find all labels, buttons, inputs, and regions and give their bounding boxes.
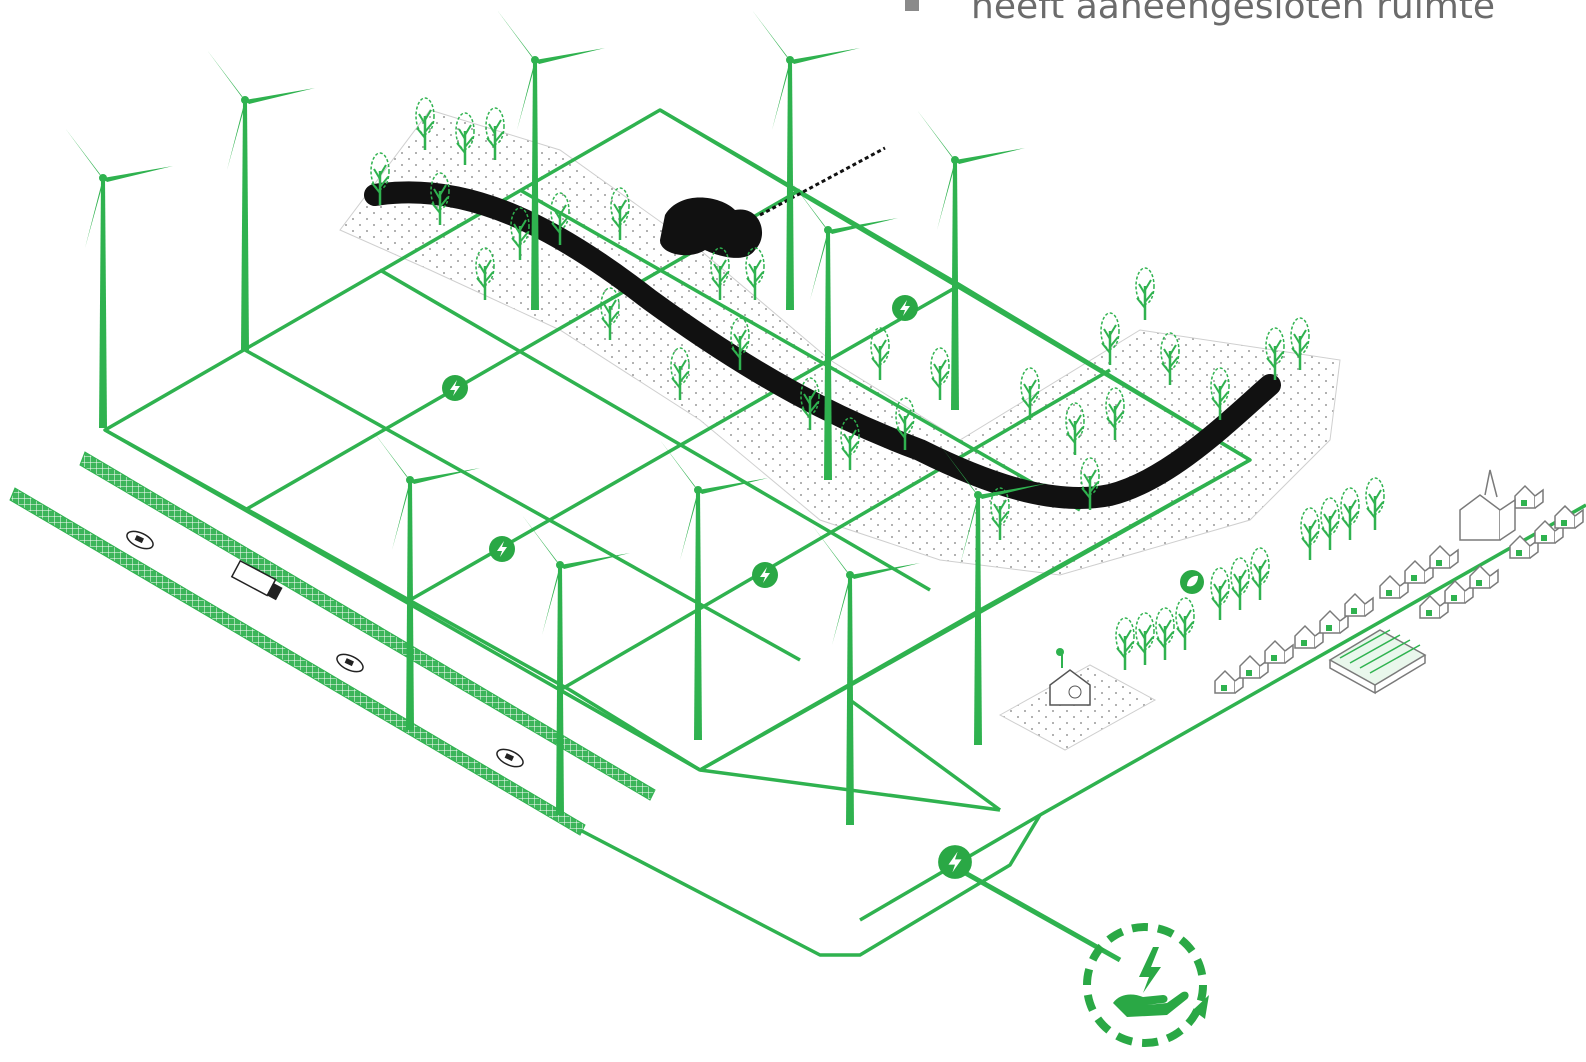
- car-icon: [123, 526, 157, 554]
- house-icon: [1419, 595, 1449, 619]
- tree-icon: [1174, 596, 1196, 652]
- energy-bolt-icon: [489, 536, 515, 562]
- tree-icon: [929, 346, 951, 402]
- bullet-icon: [905, 0, 919, 11]
- leaf-icon: [1187, 575, 1198, 587]
- energy-bolt-icon: [892, 295, 918, 321]
- tree-icon: [1364, 476, 1386, 532]
- hand-energy-cycle-icon: [1083, 923, 1209, 1047]
- greenhouse-icon: [1328, 629, 1427, 695]
- tree-icon: [1134, 266, 1156, 322]
- house-icon: [1214, 670, 1244, 694]
- house-icon: [1379, 575, 1409, 599]
- energy-bolt-icon: [442, 375, 468, 401]
- car-icon: [333, 649, 367, 677]
- house-icon: [1344, 593, 1374, 617]
- tree-icon: [1229, 556, 1251, 612]
- energy-bolt-icon: [752, 562, 778, 588]
- tree-icon: [1249, 546, 1271, 602]
- house-icon: [1239, 655, 1269, 679]
- tree-icon: [1114, 616, 1136, 672]
- solar-row-1: [79, 451, 656, 801]
- energy-grid: [103, 108, 1586, 963]
- house-icon: [1264, 640, 1294, 664]
- tree-icon: [1319, 496, 1341, 552]
- tree-icon: [1299, 506, 1321, 562]
- leaf-node: [1180, 570, 1204, 594]
- solar-panels: [9, 451, 656, 836]
- dotted-ground: [339, 109, 1341, 576]
- church-icon: [1459, 469, 1516, 541]
- tree-icon: [1134, 611, 1156, 667]
- wind-turbine-icon: [65, 128, 173, 428]
- house-icon: [1509, 535, 1539, 559]
- house-icon: [1294, 625, 1324, 649]
- tree-icon: [1209, 566, 1231, 622]
- wind-turbine-icon: [917, 110, 1025, 410]
- energy-nodes: [442, 295, 972, 879]
- house-icon: [1319, 610, 1349, 634]
- pipeline: [759, 146, 886, 217]
- caption-text: heeft aaneengesloten ruimte: [971, 0, 1496, 27]
- solar-row-2: [9, 487, 586, 836]
- wind-turbine-icon: [752, 10, 860, 310]
- tree-icon: [1154, 606, 1176, 662]
- lake: [660, 197, 763, 258]
- wind-turbine-icon: [207, 50, 315, 350]
- farm-house-icon: [1049, 648, 1091, 706]
- tree-icon: [1339, 486, 1361, 542]
- house-icon: [1429, 545, 1459, 569]
- energy-bolt-icon: [938, 845, 972, 879]
- caption: heeft aaneengesloten ruimte: [905, 0, 1495, 27]
- village: [998, 469, 1584, 751]
- truck-icon: [230, 559, 283, 601]
- road: [364, 181, 1281, 509]
- house-icon: [1514, 485, 1544, 509]
- vehicles: [123, 526, 527, 772]
- house-icon: [1404, 560, 1434, 584]
- car-icon: [493, 744, 527, 772]
